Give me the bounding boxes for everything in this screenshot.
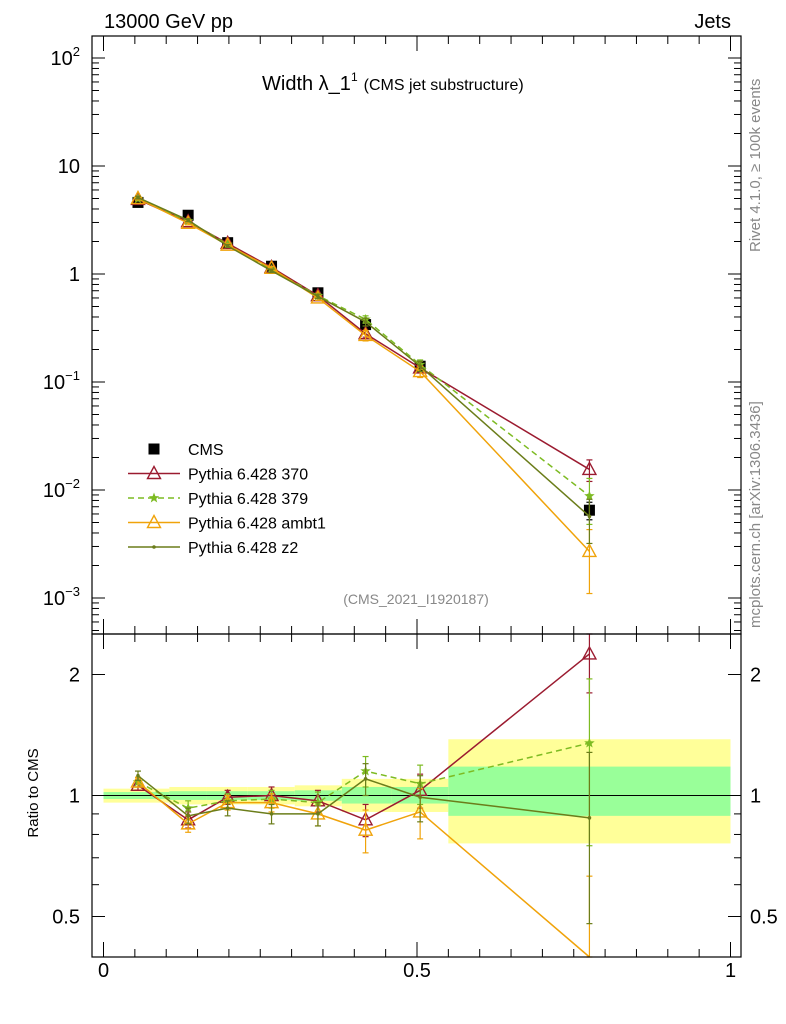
data-point — [584, 737, 595, 748]
plot-title-sup: 1 — [351, 70, 358, 84]
panel-frames — [91, 35, 742, 958]
legend-item: Pythia 6.428 ambt1 — [128, 514, 326, 533]
legend-marker — [148, 492, 160, 503]
data-point — [263, 259, 280, 274]
mcplots-label: mcplots.cern.ch [arXiv:1306.3436] — [747, 401, 764, 628]
legend-label: CMS — [188, 442, 224, 459]
ratio-y-tick-label-right: 2 — [750, 664, 761, 686]
x-tick-label: 0.5 — [403, 960, 431, 982]
main-y-tick-label-exp: 2 — [73, 44, 80, 59]
data-point — [584, 490, 595, 501]
data-point — [225, 806, 230, 810]
ratio-panel-frame — [91, 633, 742, 958]
main-y-tick-label-exp: −2 — [65, 476, 80, 491]
ratio-y-tick-label-right: 0.5 — [750, 907, 778, 929]
data-point — [357, 821, 374, 836]
data-point — [225, 244, 230, 248]
legend-marker — [146, 514, 162, 529]
legend: CMS Pythia 6.428 370 Pythia 6.428 379 Pythi… — [128, 442, 326, 557]
data-point — [186, 218, 190, 222]
data-point — [186, 814, 190, 818]
main-y-tick-label: 10 — [58, 156, 80, 178]
ratio-y-tick-label-left: 1 — [69, 786, 80, 808]
data-point — [136, 773, 140, 778]
plot-title-suffix: (CMS jet substructure) — [364, 77, 524, 94]
main-y-tick-label-exp: −3 — [65, 584, 80, 599]
main-y-tick-label-base: 1 — [69, 264, 80, 286]
data-point — [581, 542, 598, 558]
legend-item: Pythia 6.428 z2 — [128, 540, 298, 557]
main-y-tick-label-base: 10 — [58, 156, 80, 178]
series-pythia-6-428-370 — [130, 190, 598, 483]
series-line — [137, 742, 590, 809]
ratio-uncertainty-bands — [92, 739, 741, 844]
data-point — [316, 812, 320, 816]
main-y-tick-label-base: 10 — [43, 480, 65, 502]
legend-label: Pythia 6.428 379 — [188, 491, 308, 508]
data-point — [418, 795, 422, 800]
series-pythia-6-428-z2 — [134, 195, 593, 545]
main-y-tick-label-base: 10 — [43, 372, 65, 394]
data-point — [310, 289, 326, 304]
data-point — [180, 815, 196, 830]
data-point — [357, 326, 374, 342]
legend-item: CMS — [148, 442, 224, 459]
main-y-tick-label: 102 — [51, 44, 80, 70]
main-y-tick-label-exp: −1 — [65, 368, 80, 383]
main-y-tick-label: 10−1 — [43, 368, 80, 394]
data-point — [587, 816, 592, 820]
data-point — [130, 773, 146, 788]
plot-title-main: Width λ_1 — [262, 73, 351, 95]
data-point — [418, 364, 422, 369]
data-point — [132, 196, 144, 208]
plot-title: Width λ_11 (CMS jet substructure) — [262, 70, 524, 95]
series-pythia-6-428-ambt1 — [130, 773, 593, 958]
series-line — [137, 775, 590, 819]
rivet-version-label: Rivet 4.1.0, ≥ 100k events — [747, 79, 764, 252]
main-y-tick-label: 10−2 — [43, 476, 80, 502]
data-point — [136, 195, 140, 200]
main-y-tick-label: 10−3 — [43, 584, 80, 610]
ratio-y-tick-label-right: 1 — [750, 786, 761, 808]
series-line — [137, 653, 590, 821]
data-point — [219, 234, 236, 250]
legend-label: Pythia 6.428 z2 — [188, 540, 298, 557]
x-tick-label: 0 — [98, 960, 109, 982]
data-point — [587, 514, 592, 519]
main-y-tick-label: 1 — [69, 264, 80, 286]
header-energy-label: 13000 GeV pp — [104, 11, 233, 33]
legend-item: Pythia 6.428 379 — [128, 491, 308, 508]
x-tick-label: 1 — [725, 960, 736, 982]
header-jets-label: Jets — [694, 11, 731, 33]
series-line — [137, 196, 590, 517]
ratio-y-tick-label-left: 0.5 — [52, 907, 80, 929]
data-point — [363, 777, 368, 781]
legend-label: Pythia 6.428 370 — [188, 467, 308, 484]
legend-item: Pythia 6.428 370 — [128, 465, 308, 484]
data-point — [130, 190, 146, 205]
ratio-axis-label: Ratio to CMS — [25, 748, 42, 837]
ratio-y-tick-label-left: 2 — [69, 664, 80, 686]
main-panel-series — [130, 190, 598, 595]
main-y-tick-label-base: 10 — [43, 588, 65, 610]
data-point — [316, 294, 320, 299]
analysis-id: (CMS_2021_I1920187) — [343, 591, 489, 607]
series-pythia-6-428-ambt1 — [130, 190, 598, 595]
data-point — [581, 645, 598, 660]
ratio-panel-series — [130, 633, 598, 958]
data-point — [581, 460, 598, 476]
data-point — [363, 320, 368, 324]
legend-marker — [152, 545, 156, 549]
data-point — [269, 269, 274, 273]
series-pythia-6-428-z2 — [134, 751, 593, 925]
legend-label: Pythia 6.428 ambt1 — [188, 516, 326, 533]
data-point — [269, 812, 274, 816]
data-point — [412, 363, 428, 378]
legend-marker — [148, 443, 160, 455]
series-line — [137, 781, 590, 958]
main-y-tick-label-base: 10 — [51, 48, 73, 70]
legend-marker — [146, 465, 162, 480]
